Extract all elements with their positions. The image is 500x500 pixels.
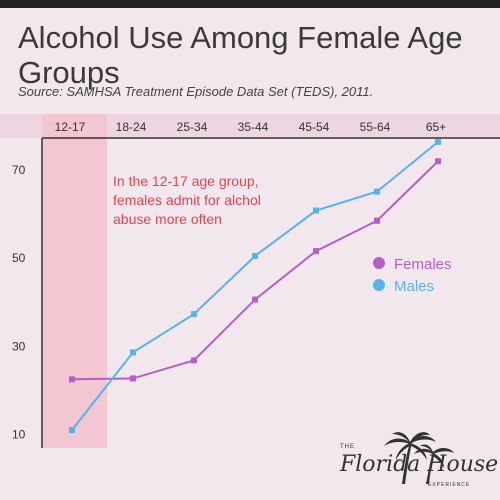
annotation-text: In the 12-17 age group,	[113, 173, 259, 189]
y-tick-label: 70	[12, 163, 26, 177]
y-tick-label: 50	[12, 251, 26, 265]
x-tick-label: 65+	[426, 120, 446, 134]
data-point-females	[374, 217, 380, 224]
x-tick-label: 45-54	[299, 120, 330, 134]
category-header-highlight	[42, 114, 107, 138]
x-tick-label: 25-34	[177, 120, 208, 134]
data-point-males	[252, 252, 258, 259]
data-point-males	[69, 426, 75, 433]
highlight-band-12-17	[42, 114, 107, 448]
annotation-text: females admit for alchol	[113, 192, 261, 208]
chart-subtitle: Source: SAMHSA Treatment Episode Data Se…	[18, 84, 374, 99]
legend-label-females: Females	[394, 256, 452, 273]
legend-marker-females	[373, 257, 385, 269]
logo-brand-text: Florida House	[340, 452, 499, 477]
data-point-males	[374, 188, 380, 195]
data-point-females	[313, 248, 319, 255]
top-bar	[0, 0, 500, 8]
x-tick-label: 12-17	[55, 120, 86, 134]
logo-the-text: THE	[340, 444, 355, 450]
legend-marker-males	[373, 279, 385, 291]
data-point-males	[313, 207, 319, 214]
logo-experience-text: EXPERIENCE	[428, 482, 471, 488]
y-tick-label: 10	[12, 427, 26, 441]
x-tick-label: 55-64	[360, 120, 391, 134]
x-tick-label: 35-44	[238, 120, 269, 134]
data-point-females	[130, 375, 136, 382]
y-tick-label: 30	[12, 339, 26, 353]
data-point-females	[435, 158, 441, 165]
data-point-males	[435, 138, 441, 145]
data-point-females	[252, 296, 258, 303]
florida-house-logo: THE Florida House EXPERIENCE	[330, 432, 498, 494]
palm-trees-icon	[384, 432, 454, 484]
x-tick-label: 18-24	[116, 120, 147, 134]
annotation-text: abuse more often	[113, 211, 222, 227]
data-point-females	[191, 357, 197, 364]
data-point-males	[130, 349, 136, 356]
legend-label-males: Males	[394, 278, 434, 295]
data-point-males	[191, 311, 197, 318]
data-point-females	[69, 376, 75, 383]
chart-title: Alcohol Use Among Female Age Groups	[18, 20, 463, 90]
